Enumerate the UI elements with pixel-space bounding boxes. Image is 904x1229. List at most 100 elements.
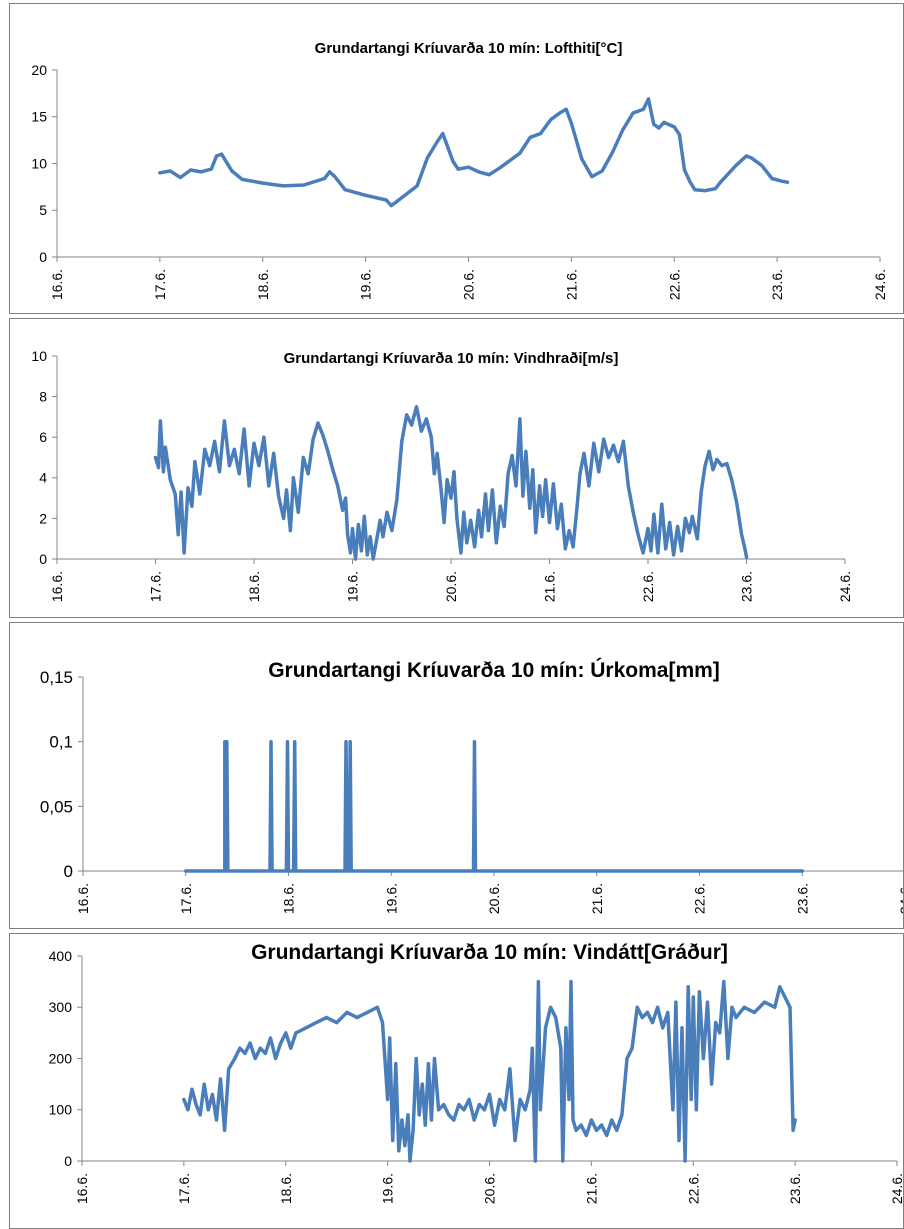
data-point bbox=[569, 121, 574, 125]
data-point bbox=[306, 472, 310, 476]
data-point bbox=[198, 1113, 202, 1117]
data-point bbox=[178, 175, 182, 180]
y-tick-label: 400 bbox=[49, 948, 73, 964]
data-point bbox=[371, 557, 375, 561]
data-point bbox=[473, 545, 477, 549]
y-tick-label: 4 bbox=[39, 470, 47, 486]
data-point bbox=[267, 484, 271, 488]
data-point bbox=[473, 869, 478, 873]
data-point bbox=[554, 1015, 558, 1020]
data-point bbox=[368, 535, 372, 539]
data-point bbox=[652, 512, 656, 516]
data-point bbox=[695, 537, 699, 541]
data-point bbox=[487, 1092, 492, 1096]
data-point bbox=[513, 1138, 517, 1143]
data-point bbox=[646, 97, 651, 101]
data-point bbox=[742, 545, 747, 549]
series-line bbox=[182, 979, 797, 1163]
data-point bbox=[466, 165, 471, 169]
data-point bbox=[240, 177, 244, 181]
data-point bbox=[718, 180, 723, 184]
data-point bbox=[571, 1118, 575, 1122]
x-tick-label: 19.6. bbox=[380, 1173, 396, 1204]
data-point bbox=[227, 464, 231, 468]
data-point bbox=[660, 502, 664, 506]
data-point bbox=[435, 451, 439, 455]
data-point bbox=[420, 1082, 424, 1086]
data-point bbox=[156, 466, 161, 470]
data-point bbox=[405, 413, 409, 417]
x-tick-label: 21.6. bbox=[583, 1173, 599, 1204]
data-point bbox=[248, 1041, 252, 1045]
data-point bbox=[459, 551, 463, 555]
data-point bbox=[514, 484, 518, 488]
y-tick-label: 0 bbox=[64, 862, 73, 881]
data-point bbox=[161, 470, 165, 474]
data-point bbox=[490, 488, 494, 492]
data-point bbox=[508, 1067, 512, 1071]
x-tick-label: 22.6. bbox=[666, 269, 682, 300]
data-point bbox=[494, 541, 498, 545]
data-point bbox=[742, 1005, 746, 1009]
data-point bbox=[390, 529, 394, 533]
data-point bbox=[734, 163, 738, 167]
data-point bbox=[206, 1108, 210, 1112]
data-point bbox=[610, 150, 615, 154]
data-point bbox=[353, 557, 358, 561]
data-point bbox=[523, 1108, 527, 1112]
data-point bbox=[247, 484, 251, 488]
data-point bbox=[199, 170, 203, 174]
data-point bbox=[683, 1159, 687, 1163]
data-point bbox=[621, 439, 626, 443]
data-point bbox=[730, 1005, 734, 1009]
x-tick-label: 20.6. bbox=[486, 883, 502, 914]
temperature-chart: Grundartangi Kríuvarða 10 mín: Lofthiti[… bbox=[31, 40, 888, 300]
data-point bbox=[375, 1005, 379, 1009]
data-point bbox=[426, 1062, 430, 1066]
data-point bbox=[281, 184, 285, 188]
data-point bbox=[578, 472, 582, 476]
data-point bbox=[791, 1128, 795, 1132]
data-point bbox=[380, 1021, 385, 1025]
data-point bbox=[720, 464, 724, 468]
y-tick-label: 0 bbox=[39, 551, 47, 567]
data-point bbox=[237, 472, 241, 476]
data-point bbox=[726, 1056, 730, 1061]
data-point bbox=[423, 1123, 427, 1127]
data-point bbox=[528, 135, 532, 139]
data-point bbox=[616, 460, 621, 464]
data-point bbox=[571, 545, 575, 549]
data-point bbox=[645, 1010, 650, 1014]
data-point bbox=[664, 547, 668, 551]
y-tick-label: 300 bbox=[49, 999, 73, 1015]
data-point bbox=[662, 120, 666, 124]
data-point bbox=[410, 423, 414, 427]
x-tick-label: 18.6. bbox=[278, 1173, 294, 1204]
data-point bbox=[286, 869, 291, 873]
data-point bbox=[456, 167, 460, 171]
y-tick-label: 2 bbox=[39, 510, 47, 526]
chart-title: Grundartangi Kríuvarða 10 mín: Lofthiti[… bbox=[315, 40, 623, 57]
data-point bbox=[524, 449, 528, 453]
data-point bbox=[563, 547, 567, 551]
data-point bbox=[288, 529, 292, 533]
data-point bbox=[190, 504, 194, 508]
data-point bbox=[381, 535, 385, 539]
data-point bbox=[452, 470, 456, 474]
x-tick-label: 16.6. bbox=[49, 269, 65, 300]
data-point bbox=[518, 417, 522, 421]
data-point bbox=[694, 1108, 698, 1112]
data-point bbox=[559, 110, 563, 114]
data-point bbox=[414, 1056, 418, 1061]
data-point bbox=[284, 488, 289, 492]
y-tick-label: 20 bbox=[31, 62, 47, 78]
data-point bbox=[674, 1000, 678, 1004]
data-point bbox=[555, 527, 560, 531]
data-point bbox=[691, 995, 695, 999]
data-point bbox=[356, 522, 360, 527]
data-point bbox=[679, 549, 684, 553]
data-point bbox=[391, 1138, 395, 1143]
data-point bbox=[449, 496, 453, 500]
data-point bbox=[547, 520, 552, 525]
data-point bbox=[559, 1046, 563, 1050]
